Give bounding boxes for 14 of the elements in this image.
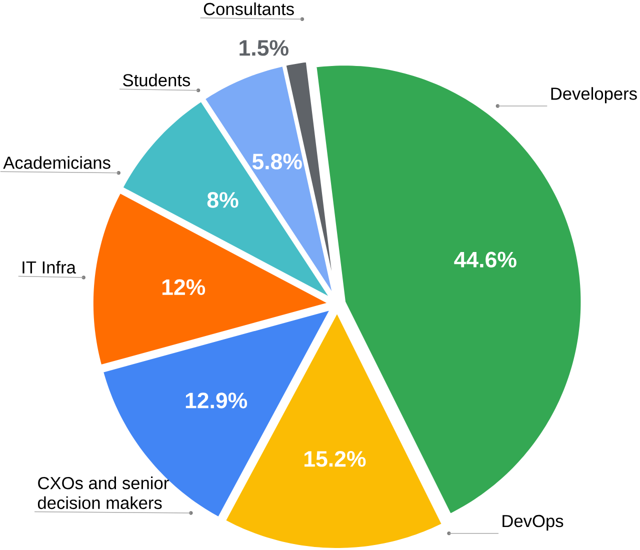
slice-label: Consultants	[204, 2, 294, 15]
slice-label: DevOps	[502, 514, 564, 530]
data-label: 15.2%	[304, 450, 366, 467]
data-label: 44.6%	[454, 252, 516, 268]
slice-label: Developers	[551, 86, 637, 104]
slice-label: IT Infra	[22, 260, 76, 274]
data-label: 12%	[162, 279, 206, 295]
slice-label: CXOs and senior decision makers	[38, 476, 169, 509]
data-label: 1.5%	[240, 40, 288, 56]
slice-label: Students	[123, 73, 190, 86]
data-label: 5.8%	[252, 153, 302, 170]
slice-label: Academicians	[3, 156, 110, 169]
data-label: 12.9%	[186, 392, 248, 408]
data-label: 8%	[207, 192, 238, 208]
